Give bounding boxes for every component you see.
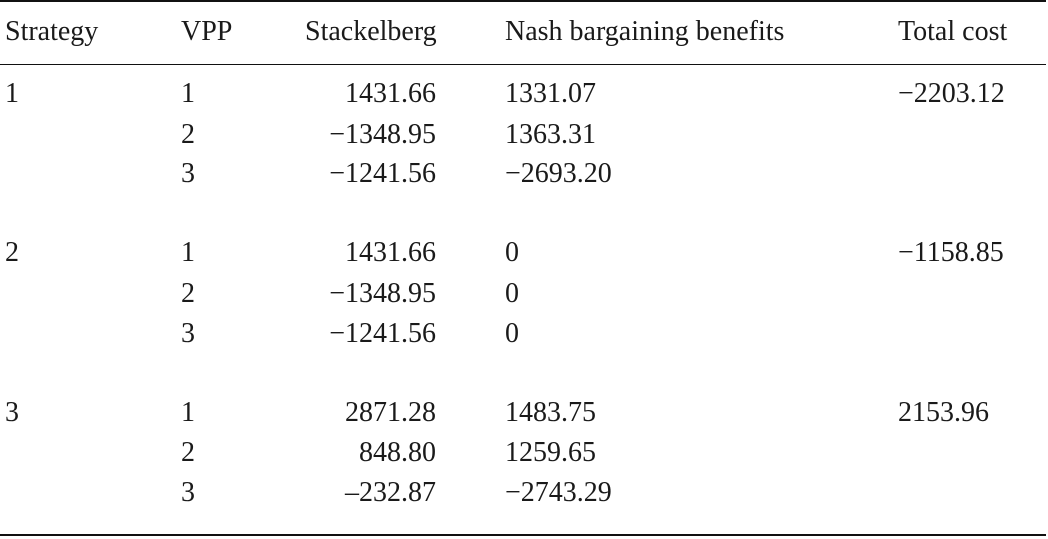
strategy-cell: 1 — [5, 78, 19, 109]
nash-cell: 1483.75 — [505, 397, 596, 428]
stackelberg-cell: −1348.95 — [329, 278, 436, 309]
stackelberg-cell: −1348.95 — [329, 119, 436, 150]
stackelberg-cell: −1241.56 — [329, 318, 436, 349]
vpp-cell: 3 — [181, 158, 195, 189]
nash-cell: −2743.29 — [505, 477, 612, 508]
stackelberg-cell: 848.80 — [359, 437, 436, 468]
table-bottom-rule — [0, 534, 1046, 536]
header-nash-bargaining-benefits: Nash bargaining benefits — [505, 16, 785, 47]
stackelberg-cell: –232.87 — [345, 477, 436, 508]
nash-cell: 1363.31 — [505, 119, 596, 150]
table-top-rule — [0, 0, 1046, 2]
vpp-cell: 2 — [181, 119, 195, 150]
vpp-cell: 3 — [181, 477, 195, 508]
nash-cell: 1259.65 — [505, 437, 596, 468]
nash-cell: 0 — [505, 237, 519, 268]
strategy-cell: 3 — [5, 397, 19, 428]
nash-cell: 0 — [505, 318, 519, 349]
stackelberg-cell: 1431.66 — [345, 78, 436, 109]
strategy-cell: 2 — [5, 237, 19, 268]
vpp-cell: 1 — [181, 237, 195, 268]
stackelberg-cell: 1431.66 — [345, 237, 436, 268]
vpp-cell: 1 — [181, 397, 195, 428]
stackelberg-cell: −1241.56 — [329, 158, 436, 189]
stackelberg-cell: 2871.28 — [345, 397, 436, 428]
vpp-cell: 2 — [181, 437, 195, 468]
nash-cell: 0 — [505, 278, 519, 309]
vpp-cell: 2 — [181, 278, 195, 309]
total-cost-cell: −1158.85 — [898, 237, 1004, 268]
nash-cell: 1331.07 — [505, 78, 596, 109]
table-header-rule — [0, 64, 1046, 65]
header-stackelberg: Stackelberg — [305, 16, 437, 47]
total-cost-cell: −2203.12 — [898, 78, 1005, 109]
nash-cell: −2693.20 — [505, 158, 612, 189]
total-cost-cell: 2153.96 — [898, 397, 989, 428]
header-strategy: Strategy — [5, 16, 99, 47]
header-vpp: VPP — [181, 16, 233, 47]
vpp-cell: 3 — [181, 318, 195, 349]
header-total-cost: Total cost — [898, 16, 1008, 47]
vpp-cell: 1 — [181, 78, 195, 109]
